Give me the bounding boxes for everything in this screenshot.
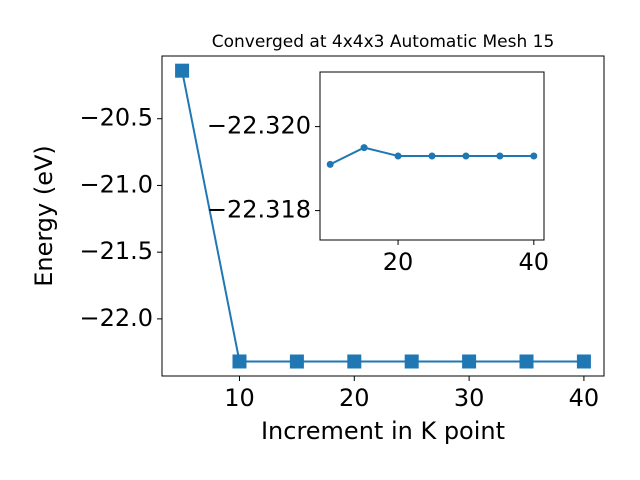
x-tick-label: 40 [519,248,550,276]
marker [428,152,436,160]
marker [462,152,470,160]
x-tick-label: 10 [224,384,255,412]
inset-frame [319,71,545,241]
y-tick-label: −22.318 [207,196,311,224]
marker [232,354,247,369]
chart-title: Converged at 4x4x3 Automatic Mesh 15 [212,32,555,52]
y-tick-label: −20.5 [79,104,153,132]
marker [360,144,368,152]
x-tick-label: 20 [339,384,370,412]
x-tick-label: 40 [569,384,600,412]
marker [519,354,534,369]
marker [394,152,402,160]
marker [404,354,419,369]
marker [462,354,477,369]
y-axis-label: Energy (eV) [30,145,58,287]
marker [175,63,190,78]
y-tick-label: −21.5 [79,237,153,265]
marker [530,152,538,160]
x-tick-label: 30 [454,384,485,412]
plot-frame [161,55,605,377]
marker [289,354,304,369]
y-tick-label: −22.320 [207,112,311,140]
marker [576,354,591,369]
series-line [181,70,584,363]
marker [326,160,334,168]
marker [496,152,504,160]
x-tick-label: 20 [383,248,414,276]
marker [347,354,362,369]
y-tick-label: −22.0 [79,304,153,332]
x-axis-label: Increment in K point [261,417,505,445]
y-tick-label: −21.0 [79,170,153,198]
